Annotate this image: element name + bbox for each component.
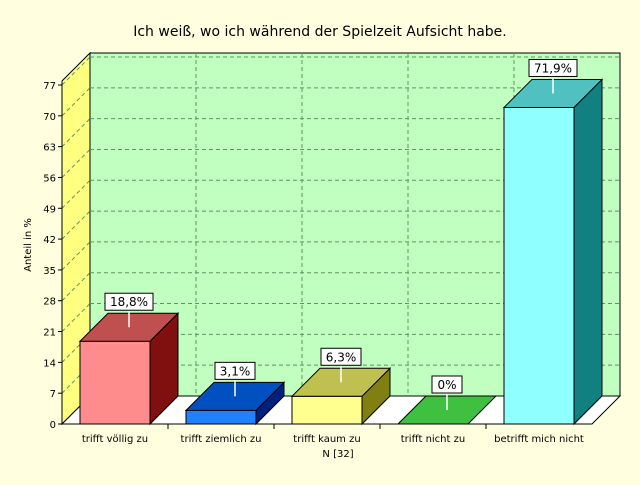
data-label-box (528, 58, 578, 77)
bar-1 (78, 312, 180, 426)
data-label: 6,3% (326, 350, 357, 364)
y-tick-label: 35 (43, 266, 56, 277)
bar-side (573, 78, 603, 426)
x-category-label: betrifft mich nicht (494, 434, 584, 445)
bar-front (503, 106, 575, 425)
data-label: 71,9% (534, 61, 572, 75)
bar-front (185, 409, 257, 425)
bar-5 (502, 78, 604, 426)
footnote-n: N [32] (322, 449, 353, 460)
y-tick-label: 0 (50, 420, 56, 431)
x-category-label: trifft nicht zu (401, 434, 465, 445)
x-category-label: trifft ziemlich zu (181, 434, 262, 445)
data-label: 3,1% (220, 364, 251, 378)
data-label-box (320, 347, 362, 366)
y-tick-label: 70 (43, 112, 56, 123)
data-label: 18,8% (110, 295, 148, 309)
y-tick-label: 63 (43, 143, 56, 154)
y-tick-label: 56 (43, 173, 56, 184)
y-tick-label: 42 (43, 235, 56, 246)
y-tick-label: 49 (43, 204, 56, 215)
y-tick-label: 7 (50, 389, 56, 400)
y-tick-label: 28 (43, 297, 56, 308)
data-label-box (431, 375, 463, 394)
x-category-label: trifft völlig zu (82, 434, 148, 445)
y-tick-label: 14 (43, 358, 56, 369)
data-label-box (104, 292, 154, 311)
data-label-box (214, 361, 256, 380)
chart-title: Ich weiß, wo ich während der Spielzeit A… (133, 24, 507, 40)
y-tick-label: 21 (43, 328, 56, 339)
y-tick-label: 77 (43, 81, 56, 92)
bar-front (79, 340, 151, 425)
x-category-label: trifft kaum zu (293, 434, 360, 445)
data-label: 0% (437, 378, 456, 392)
y-axis-label: Anteil in % (23, 218, 34, 272)
bar-front (291, 395, 363, 425)
